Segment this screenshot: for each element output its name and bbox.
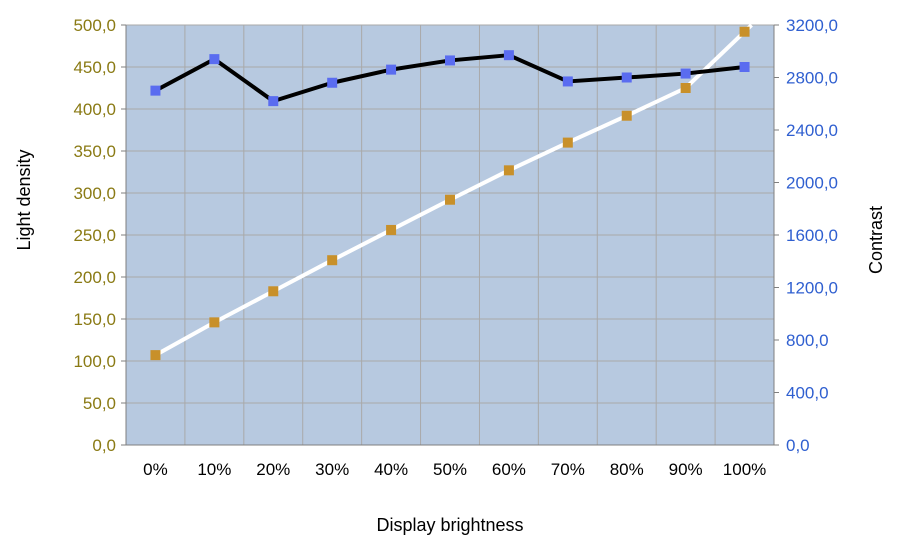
- series-line-left-axis: [154, 23, 753, 357]
- data-point-contrast: [268, 96, 279, 107]
- y-axis-title-left: Light density: [14, 149, 34, 250]
- left-tick-label: 150,0: [73, 310, 116, 329]
- left-y-ticks: 0,0 50,0 100,0 150,0 200,0 250,0 300,0 350,0 400…: [73, 16, 126, 455]
- x-tick-label: 20%: [256, 460, 290, 479]
- data-point-light-density: [562, 137, 573, 148]
- right-tick-label: 3200,0: [786, 16, 838, 35]
- right-tick-label: 0,0: [786, 436, 810, 455]
- x-tick-label: 80%: [610, 460, 644, 479]
- data-point-contrast: [621, 72, 632, 83]
- x-ticks: 0% 10% 20% 30% 40% 50% 60% 70% 80% 90% 100%: [143, 460, 766, 479]
- left-tick-label: 200,0: [73, 268, 116, 287]
- data-point-contrast: [445, 55, 455, 66]
- left-tick-label: 250,0: [73, 226, 116, 245]
- data-point-light-density: [327, 255, 338, 266]
- data-point-light-density: [445, 194, 455, 205]
- left-tick-label: 0,0: [92, 436, 116, 455]
- data-point-light-density: [680, 83, 691, 93]
- data-point-contrast: [680, 68, 691, 79]
- data-point-contrast: [503, 50, 514, 61]
- x-tick-label: 90%: [669, 460, 703, 479]
- left-tick-label: 350,0: [73, 142, 116, 161]
- right-tick-label: 2800,0: [786, 69, 838, 88]
- x-tick-label: 100%: [723, 460, 766, 479]
- right-tick-label: 400,0: [786, 384, 829, 403]
- right-y-ticks: 0,0 400,0 800,0 1200,0 1600,0 2000,0 2400,0 280…: [774, 16, 838, 455]
- data-point-contrast: [562, 76, 573, 87]
- right-tick-label: 2000,0: [786, 174, 838, 193]
- left-tick-label: 50,0: [83, 394, 116, 413]
- left-tick-label: 500,0: [73, 16, 116, 35]
- right-tick-label: 2400,0: [786, 121, 838, 140]
- data-point-contrast: [386, 64, 397, 75]
- x-tick-label: 0%: [143, 460, 168, 479]
- left-tick-label: 400,0: [73, 100, 116, 119]
- grid: [125, 24, 775, 446]
- left-tick-label: 100,0: [73, 352, 116, 371]
- x-tick-label: 10%: [197, 460, 231, 479]
- data-point-light-density: [386, 224, 397, 235]
- series: [150, 23, 753, 361]
- data-point-contrast: [150, 85, 161, 96]
- data-point-light-density: [209, 317, 220, 328]
- x-axis-title: Display brightness: [376, 515, 523, 535]
- data-point-light-density: [621, 110, 632, 121]
- data-point-light-density: [503, 165, 514, 176]
- data-point-contrast: [739, 62, 750, 72]
- x-tick-label: 70%: [551, 460, 585, 479]
- right-tick-label: 800,0: [786, 331, 829, 350]
- data-point-contrast: [327, 77, 338, 88]
- left-tick-label: 450,0: [73, 58, 116, 77]
- data-point-light-density: [268, 286, 279, 297]
- data-point-light-density: [150, 350, 161, 361]
- x-tick-label: 40%: [374, 460, 408, 479]
- x-tick-label: 50%: [433, 460, 467, 479]
- y-axis-title-right: Contrast: [866, 206, 886, 274]
- x-tick-label: 60%: [492, 460, 526, 479]
- right-tick-label: 1200,0: [786, 279, 838, 298]
- right-tick-label: 1600,0: [786, 226, 838, 245]
- data-point-contrast: [209, 54, 220, 65]
- x-tick-label: 30%: [315, 460, 349, 479]
- left-tick-label: 300,0: [73, 184, 116, 203]
- data-point-light-density: [739, 26, 750, 37]
